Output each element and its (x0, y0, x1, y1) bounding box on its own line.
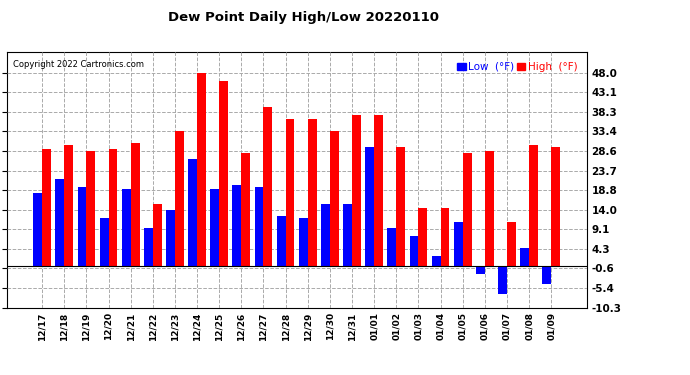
Bar (166, 210, 175, 266)
Bar (542, 266, 551, 284)
Bar (33, 194, 42, 266)
Bar (233, 186, 241, 266)
Legend: Low  (°F), High  (°F): Low (°F), High (°F) (453, 58, 581, 76)
Text: Dew Point Daily High/Low 20220110: Dew Point Daily High/Low 20220110 (168, 11, 439, 24)
Bar (463, 153, 471, 266)
Bar (277, 216, 286, 266)
Bar (343, 204, 352, 266)
Bar (529, 145, 538, 266)
Bar (388, 228, 396, 266)
Bar (175, 132, 184, 266)
Bar (188, 159, 197, 266)
Bar (551, 147, 560, 266)
Bar (365, 147, 374, 266)
Bar (476, 266, 485, 274)
Bar (264, 107, 273, 266)
Bar (99, 217, 108, 266)
Bar (64, 145, 73, 266)
Bar (352, 115, 361, 266)
Bar (485, 151, 494, 266)
Bar (86, 151, 95, 266)
Bar (454, 222, 463, 266)
Bar (108, 149, 117, 266)
Bar (520, 248, 529, 266)
Bar (374, 115, 383, 266)
Bar (299, 217, 308, 266)
Bar (441, 208, 449, 266)
Bar (418, 208, 427, 266)
Bar (410, 236, 418, 266)
Bar (130, 143, 139, 266)
Bar (396, 147, 405, 266)
Bar (77, 188, 86, 266)
Bar (308, 119, 317, 266)
Bar (197, 73, 206, 266)
Bar (286, 119, 295, 266)
Bar (507, 222, 516, 266)
Bar (255, 188, 264, 266)
Bar (498, 266, 507, 294)
Text: Copyright 2022 Cartronics.com: Copyright 2022 Cartronics.com (12, 60, 144, 69)
Bar (144, 228, 152, 266)
Bar (432, 256, 441, 266)
Bar (42, 149, 51, 266)
Bar (152, 204, 161, 266)
Bar (55, 179, 64, 266)
Bar (210, 189, 219, 266)
Bar (219, 81, 228, 266)
Bar (330, 131, 339, 266)
Bar (122, 189, 130, 266)
Bar (241, 153, 250, 266)
Bar (321, 204, 330, 266)
